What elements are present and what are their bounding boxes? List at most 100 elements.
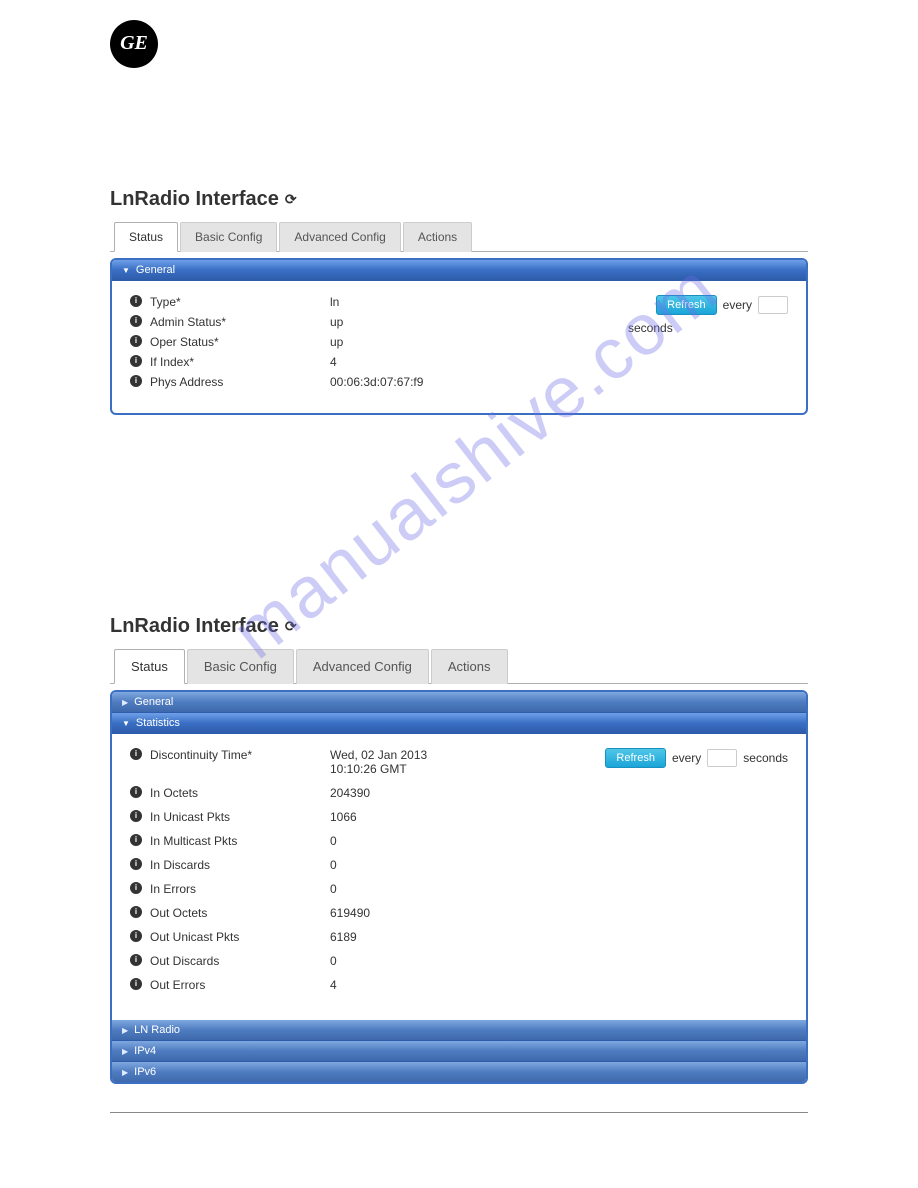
chevron-right-icon: [122, 696, 128, 708]
page-title-1: LnRadio Interface ⟳: [110, 188, 808, 211]
ge-logo: [110, 20, 158, 68]
row-value: 0: [330, 834, 337, 848]
refresh-box-2: Refresh every seconds: [605, 748, 788, 768]
seconds-input[interactable]: [707, 749, 737, 767]
row-value: 0: [330, 882, 337, 896]
refresh-icon[interactable]: ⟳: [285, 618, 297, 635]
tab-advanced-config[interactable]: Advanced Config: [296, 649, 429, 684]
info-icon[interactable]: i: [130, 930, 142, 942]
refresh-button[interactable]: Refresh: [656, 295, 717, 315]
page-title-2: LnRadio Interface ⟳: [110, 615, 808, 638]
row-label: Phys Address: [150, 375, 330, 389]
row-label: Out Octets: [150, 906, 330, 920]
chevron-down-icon: [122, 717, 130, 729]
row-label: Out Errors: [150, 978, 330, 992]
data-row: i In Discards0: [130, 858, 788, 872]
tabbar-2: Status Basic Config Advanced Config Acti…: [110, 648, 808, 684]
section-header-label: IPv6: [134, 1066, 156, 1078]
section-header-label: Statistics: [136, 717, 180, 729]
row-value: 00:06:3d:07:67:f9: [330, 375, 423, 389]
row-label: Oper Status*: [150, 335, 330, 349]
row-value: up: [330, 335, 343, 349]
info-icon[interactable]: i: [130, 882, 142, 894]
info-icon[interactable]: i: [130, 810, 142, 822]
data-row: i In Unicast Pkts1066: [130, 810, 788, 824]
row-value: 0: [330, 954, 337, 968]
info-icon[interactable]: i: [130, 315, 142, 327]
panel-2: General Statistics Refresh every seconds…: [110, 690, 808, 1084]
section-body-statistics: Refresh every seconds iDiscontinuity Tim…: [112, 734, 806, 1020]
data-row: iOut Errors4: [130, 978, 788, 992]
refresh-button[interactable]: Refresh: [605, 748, 666, 768]
row-label: Admin Status*: [150, 315, 330, 329]
panel-general-1: General Refresh every seconds iType*lniA…: [110, 258, 808, 415]
row-value: 0: [330, 858, 337, 872]
section-body-general-1: Refresh every seconds i Type*ln i Admin Sta…: [112, 281, 806, 413]
info-icon[interactable]: i: [130, 748, 142, 760]
info-icon[interactable]: i: [130, 375, 142, 387]
row-label: If Index*: [150, 355, 330, 369]
page-title-text-2: LnRadio Interface: [110, 615, 279, 638]
row-label: Out Discards: [150, 954, 330, 968]
row-value: 619490: [330, 906, 370, 920]
row-label: In Octets: [150, 786, 330, 800]
data-row: i In Multicast Pkts0: [130, 834, 788, 848]
row-label: In Multicast Pkts: [150, 834, 330, 848]
row-label: Type*: [150, 295, 330, 309]
refresh-icon[interactable]: ⟳: [285, 191, 297, 208]
footer-rule: [110, 1112, 808, 1113]
tab-status[interactable]: Status: [114, 649, 185, 684]
info-icon[interactable]: i: [130, 954, 142, 966]
section-header-general-1[interactable]: General: [112, 260, 806, 281]
every-label: every: [672, 751, 701, 765]
data-row: i If Index*4: [130, 355, 788, 369]
row-value: 4: [330, 355, 337, 369]
data-row: i In Errors0: [130, 882, 788, 896]
info-icon[interactable]: i: [130, 786, 142, 798]
row-value: 6189: [330, 930, 357, 944]
section-header-label: General: [134, 696, 173, 708]
seconds-label: seconds: [743, 751, 788, 765]
data-row: i Phys Address00:06:3d:07:67:f9: [130, 375, 788, 389]
tab-basic-config[interactable]: Basic Config: [187, 649, 294, 684]
info-icon[interactable]: i: [130, 834, 142, 846]
tab-status[interactable]: Status: [114, 222, 178, 252]
row-value: 1066: [330, 810, 357, 824]
info-icon[interactable]: i: [130, 858, 142, 870]
seconds-input[interactable]: [758, 296, 788, 314]
info-icon[interactable]: i: [130, 295, 142, 307]
row-value: up: [330, 315, 343, 329]
data-row: i Out Discards0: [130, 954, 788, 968]
row-value: ln: [330, 295, 339, 309]
tabbar-1: Status Basic Config Advanced Config Acti…: [110, 221, 808, 252]
info-icon[interactable]: i: [130, 978, 142, 990]
page-title-text-1: LnRadio Interface: [110, 188, 279, 211]
row-value: Wed, 02 Jan 2013 10:10:26 GMT: [330, 748, 427, 776]
info-icon[interactable]: i: [130, 335, 142, 347]
refresh-box-1: Refresh every seconds: [628, 295, 788, 335]
row-label: In Discards: [150, 858, 330, 872]
data-row: iIn Octets204390: [130, 786, 788, 800]
section-header-ipv6[interactable]: IPv6: [112, 1062, 806, 1082]
info-icon[interactable]: i: [130, 355, 142, 367]
tab-advanced-config[interactable]: Advanced Config: [279, 222, 400, 252]
section-header-label: IPv4: [134, 1045, 156, 1057]
chevron-right-icon: [122, 1024, 128, 1036]
row-label: Out Unicast Pkts: [150, 930, 330, 944]
seconds-label: seconds: [628, 321, 788, 335]
every-label: every: [723, 298, 752, 312]
section-header-label: LN Radio: [134, 1024, 180, 1036]
info-icon[interactable]: i: [130, 906, 142, 918]
section-header-statistics[interactable]: Statistics: [112, 713, 806, 734]
tab-basic-config[interactable]: Basic Config: [180, 222, 277, 252]
section-header-lnradio[interactable]: LN Radio: [112, 1020, 806, 1041]
row-label: In Unicast Pkts: [150, 810, 330, 824]
data-row: i Oper Status*up: [130, 335, 788, 349]
tab-actions[interactable]: Actions: [431, 649, 508, 684]
chevron-right-icon: [122, 1045, 128, 1057]
tab-actions[interactable]: Actions: [403, 222, 472, 252]
row-label: In Errors: [150, 882, 330, 896]
data-row: i Out Octets619490: [130, 906, 788, 920]
section-header-general-2[interactable]: General: [112, 692, 806, 713]
section-header-ipv4[interactable]: IPv4: [112, 1041, 806, 1062]
